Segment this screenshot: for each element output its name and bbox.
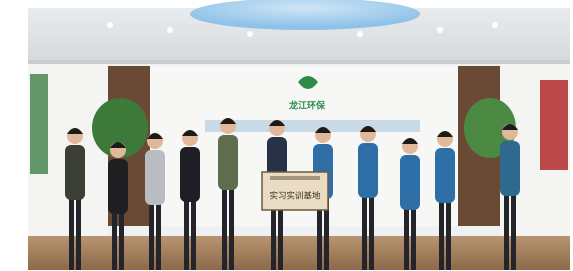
plaque: 实习实训基地 (262, 172, 328, 210)
person-part (218, 135, 238, 190)
person-part (69, 195, 74, 270)
person-part (119, 209, 124, 270)
person-part (76, 195, 81, 270)
person-part (362, 193, 367, 270)
person-part (435, 148, 455, 203)
room (28, 0, 570, 270)
person-part (504, 191, 509, 270)
person-part (446, 198, 451, 270)
person-part (358, 143, 378, 198)
group-photo: 龙江环保 实习实训基地 (0, 0, 573, 271)
logo-text: 龙江环保 (288, 100, 326, 112)
person-part (369, 193, 374, 270)
photo-frame: 龙江环保 实习实训基地 (0, 0, 573, 271)
person-part (511, 191, 516, 270)
person-part (191, 197, 196, 270)
plaque-text: 实习实训基地 (269, 191, 321, 202)
person-part (500, 141, 520, 196)
person-part (404, 205, 409, 270)
person-part (145, 150, 165, 205)
person-part (222, 185, 227, 270)
person-part (229, 185, 234, 270)
person-part (180, 147, 200, 202)
person-part (411, 205, 416, 270)
person-part (112, 209, 117, 270)
person-part (149, 200, 154, 270)
person-part (156, 200, 161, 270)
person-part (184, 197, 189, 270)
person-part (400, 155, 420, 210)
person-part (108, 159, 128, 214)
person-part (439, 198, 444, 270)
person-part (65, 145, 85, 200)
